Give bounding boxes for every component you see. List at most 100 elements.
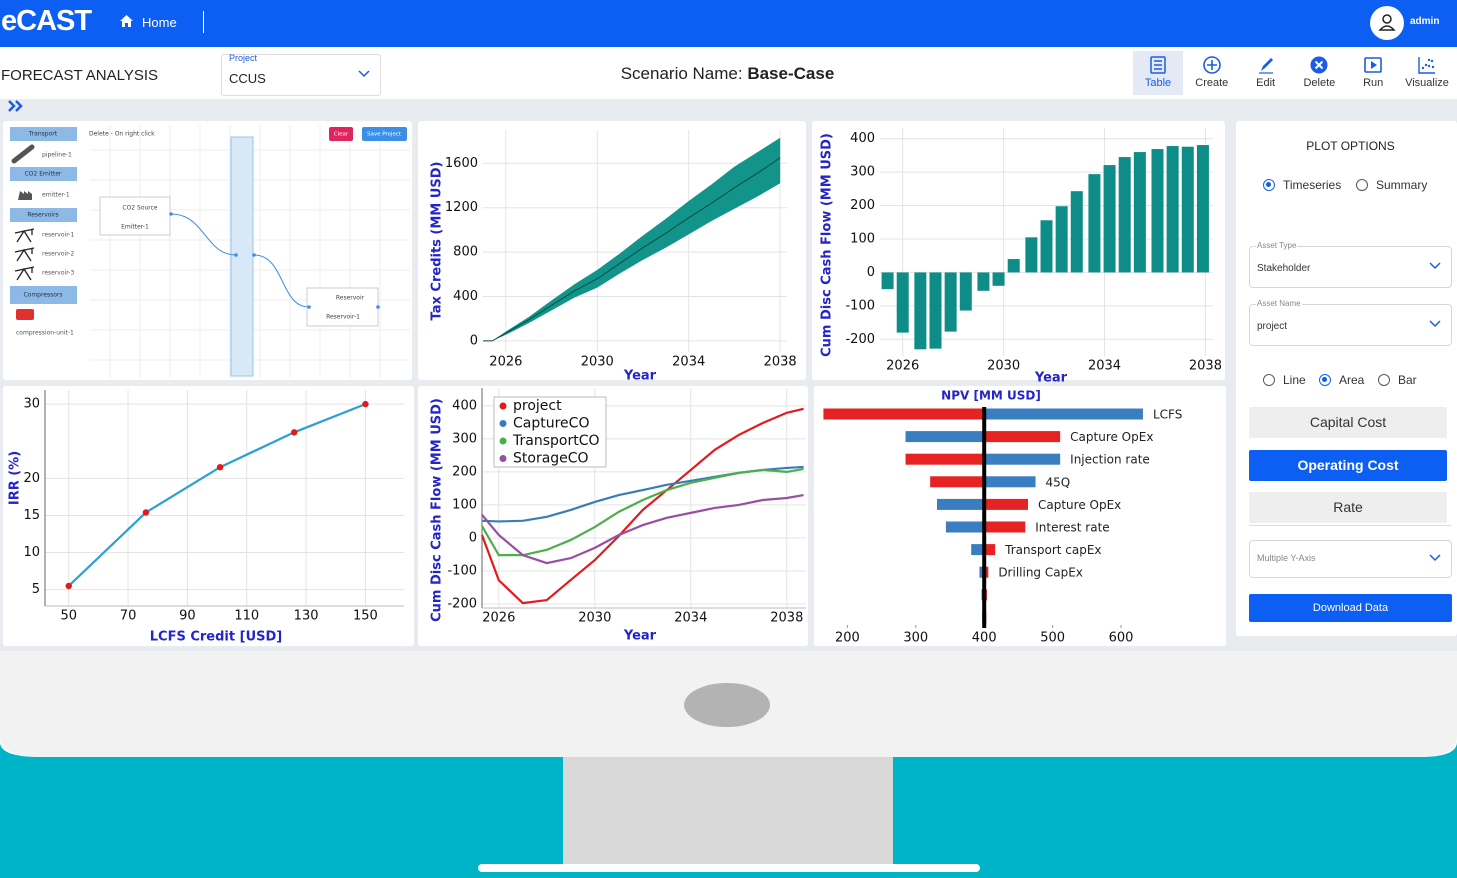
chevron [358, 70, 370, 78]
line [481, 467, 804, 557]
marker [142, 509, 150, 516]
palette-group-label: CO2 Emitter [25, 171, 62, 178]
bar [1196, 145, 1209, 273]
y-tick-label: 0 [470, 333, 478, 348]
marker [362, 400, 369, 408]
x-tick-label: 90 [179, 609, 196, 624]
legend-swatch [499, 437, 507, 445]
brand[interactable]: eCAST [1, 5, 92, 37]
bar [1118, 157, 1131, 273]
legend-box [493, 396, 607, 468]
chart-title: NPV [MM USD] [941, 389, 1041, 403]
project-select[interactable]: Project CCUS [221, 53, 381, 96]
bar [1007, 259, 1020, 273]
field-label: Asset Type [1256, 241, 1298, 250]
bar-label: Transport capEx [1004, 543, 1101, 557]
palette-item[interactable]: reservoir-2 [42, 251, 74, 258]
project-label: Project [229, 53, 258, 63]
metric-button[interactable]: Rate [1249, 492, 1447, 523]
action-button[interactable]: Run [1348, 51, 1398, 95]
expand-icon[interactable] [8, 100, 24, 112]
clear-button[interactable] [329, 127, 353, 141]
header: eCAST Home admin [0, 0, 1457, 47]
action-label: Delete [1303, 77, 1336, 89]
plot-type-radio[interactable] [1319, 374, 1331, 386]
field-value: project [1257, 321, 1288, 332]
plot-type-option[interactable]: Bar [1398, 373, 1417, 387]
clear-button-label[interactable]: Clear [334, 132, 349, 138]
bar [1088, 174, 1101, 273]
action-button[interactable]: Visualize [1402, 51, 1452, 95]
palette-item[interactable]: emitter-1 [42, 192, 70, 199]
save-button[interactable] [362, 127, 407, 141]
bar [971, 544, 985, 556]
metric-button[interactable]: Operating Cost [1249, 450, 1447, 481]
diagram-node[interactable] [99, 196, 171, 236]
action-button[interactable]: Create [1187, 51, 1237, 95]
chart: 0 400 800 1200 1600 2026 2030 2034 2038 Year Tax C… [430, 130, 797, 384]
bar [1070, 191, 1083, 273]
x-tick-label: 2026 [489, 355, 522, 370]
view-radio[interactable] [1356, 179, 1368, 191]
plot-options-title: PLOT OPTIONS [1306, 139, 1395, 153]
toolbar: FORECAST ANALYSIS Project CCUS Scenario … [0, 47, 1457, 112]
palette-item[interactable]: pipeline-1 [42, 152, 72, 159]
bar-label: Injection rate [1070, 453, 1150, 467]
y-tick-label: 100 [850, 231, 875, 246]
save-button-label[interactable]: Save Project [367, 132, 402, 138]
diagram-node[interactable] [306, 287, 379, 327]
action-button[interactable]: Table [1133, 51, 1183, 95]
home-icon[interactable] [119, 14, 134, 28]
metric-button[interactable]: Capital Cost [1249, 407, 1447, 438]
project-value: CCUS [229, 71, 266, 86]
bar [959, 272, 972, 311]
plot-type-option[interactable]: Area [1339, 373, 1365, 387]
line [481, 493, 804, 565]
bar-label: LCFS [1153, 408, 1182, 422]
bar [937, 498, 985, 510]
bar [1103, 165, 1116, 273]
y-tick-label: 15 [23, 508, 40, 523]
bar [944, 272, 957, 332]
action-button[interactable]: Delete [1294, 51, 1344, 95]
plot-type-radio[interactable] [1378, 374, 1390, 386]
y-tick-label: 1200 [445, 200, 478, 215]
monitor-base [478, 864, 980, 872]
action-button[interactable]: Edit [1241, 51, 1291, 95]
nav-home[interactable]: Home [142, 15, 177, 30]
marker [216, 463, 224, 471]
monitor-stand [563, 757, 893, 867]
bar [1055, 206, 1068, 273]
avatar[interactable] [1369, 5, 1405, 41]
legend-swatch [499, 402, 507, 410]
x-tick-label: 50 [60, 609, 77, 624]
action-label: Create [1195, 77, 1229, 89]
view-option[interactable]: Summary [1376, 178, 1428, 192]
view-option[interactable]: Timeseries [1283, 178, 1342, 192]
palette-group [10, 127, 77, 141]
plot-type-radio[interactable] [1263, 374, 1275, 386]
legend-label: project [513, 398, 562, 414]
palette-group-label: Reservoirs [27, 212, 58, 219]
bar-label: Interest rate [1035, 521, 1109, 535]
palette-item[interactable]: compression-unit-1 [16, 330, 74, 337]
view-radio[interactable] [1263, 179, 1275, 191]
asset-type-select[interactable]: Asset Type Stakeholder [1249, 241, 1452, 288]
legend-swatch [499, 455, 507, 462]
y-axis-select[interactable]: Multiple Y-Axis [1249, 540, 1452, 578]
field-label: Asset Name [1256, 299, 1302, 308]
asset-name-select[interactable]: Asset Name project [1249, 299, 1452, 346]
download-button[interactable]: Download Data [1249, 594, 1452, 622]
emitter-icon [18, 191, 32, 200]
palette-item[interactable]: reservoir-3 [42, 270, 74, 277]
user-name[interactable]: admin [1410, 16, 1440, 27]
palette-item[interactable]: reservoir-1 [42, 232, 74, 239]
y-tick-label: 0 [867, 265, 875, 280]
plot-type-option[interactable]: Line [1283, 373, 1306, 387]
chevron [1429, 554, 1441, 562]
y-tick-label: -200 [845, 332, 875, 347]
x-tick-label: 2026 [482, 611, 515, 626]
field-value: Stakeholder [1257, 263, 1311, 274]
bar [914, 272, 927, 350]
